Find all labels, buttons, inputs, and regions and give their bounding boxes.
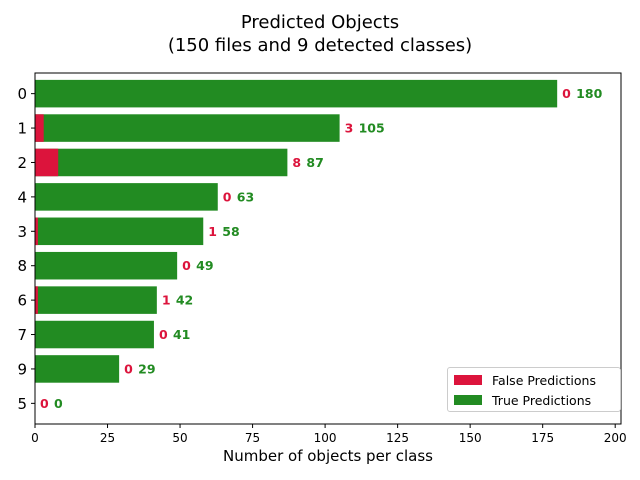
legend-swatch-false (454, 375, 482, 385)
data-label-false: 1 (162, 293, 171, 308)
legend-item-true: True Predictions (454, 392, 591, 408)
y-tick-label: 9 (17, 360, 27, 378)
bar-true (35, 79, 558, 108)
x-tick-label: 75 (245, 431, 260, 445)
plot-frame (34, 72, 622, 425)
y-tick-label: 2 (17, 154, 27, 172)
y-tick-label: 4 (17, 188, 27, 206)
bar-true (35, 183, 218, 211)
y-tick-label: 1 (17, 120, 27, 138)
bar-false (35, 114, 44, 142)
bar-false (35, 286, 38, 314)
x-tick-label: 50 (172, 431, 187, 445)
data-label-true: 41 (173, 327, 190, 342)
data-label-false: 0 (124, 361, 133, 376)
bar-true (35, 320, 154, 349)
data-label-true: 105 (359, 121, 385, 136)
legend: False Predictions True Predictions (447, 367, 621, 412)
data-label-true: 63 (237, 189, 254, 204)
data-label-false: 0 (159, 327, 168, 342)
data-label-true: 87 (306, 155, 323, 170)
bar-true (35, 114, 340, 142)
x-tick-label: 150 (459, 431, 482, 445)
chart-subtitle: (150 files and 9 detected classes) (167, 35, 473, 56)
y-tick-label: 8 (17, 257, 27, 275)
x-tick-label: 25 (100, 431, 115, 445)
bar-true (35, 286, 157, 314)
data-label-false: 1 (208, 224, 217, 239)
y-tick-label: 6 (17, 292, 27, 310)
chart-title: Predicted Objects (240, 12, 400, 33)
bar-true (35, 251, 178, 280)
y-tick-label: 3 (17, 223, 27, 241)
data-label-false: 8 (292, 155, 301, 170)
bar-false (35, 217, 38, 246)
data-label-false: 0 (182, 258, 191, 273)
bar-false (35, 148, 59, 177)
data-label-false: 0 (223, 189, 232, 204)
bar-true (35, 355, 120, 383)
legend-swatch-true (454, 395, 482, 405)
legend-label-false: False Predictions (492, 372, 596, 388)
data-label-true: 180 (576, 86, 602, 101)
data-label-false: 3 (345, 121, 354, 136)
data-label-true: 0 (54, 396, 63, 411)
x-tick-label: 175 (531, 431, 554, 445)
x-tick-label: 0 (31, 431, 39, 445)
bar-true (35, 148, 288, 177)
x-tick-label: 200 (604, 431, 627, 445)
y-tick-label: 5 (17, 395, 27, 413)
y-tick-label: 0 (17, 85, 27, 103)
data-label-true: 42 (176, 293, 193, 308)
x-axis-label: Number of objects per class (223, 447, 433, 465)
x-tick-label: 125 (386, 431, 409, 445)
bar-true (35, 217, 204, 246)
legend-item-false: False Predictions (454, 372, 596, 388)
data-label-true: 58 (222, 224, 239, 239)
x-tick-label: 100 (314, 431, 337, 445)
data-label-false: 0 (562, 86, 571, 101)
data-label-false: 0 (40, 396, 49, 411)
data-label-true: 29 (138, 361, 155, 376)
data-label-true: 49 (196, 258, 213, 273)
legend-label-true: True Predictions (492, 392, 592, 408)
y-tick-label: 7 (17, 326, 27, 344)
